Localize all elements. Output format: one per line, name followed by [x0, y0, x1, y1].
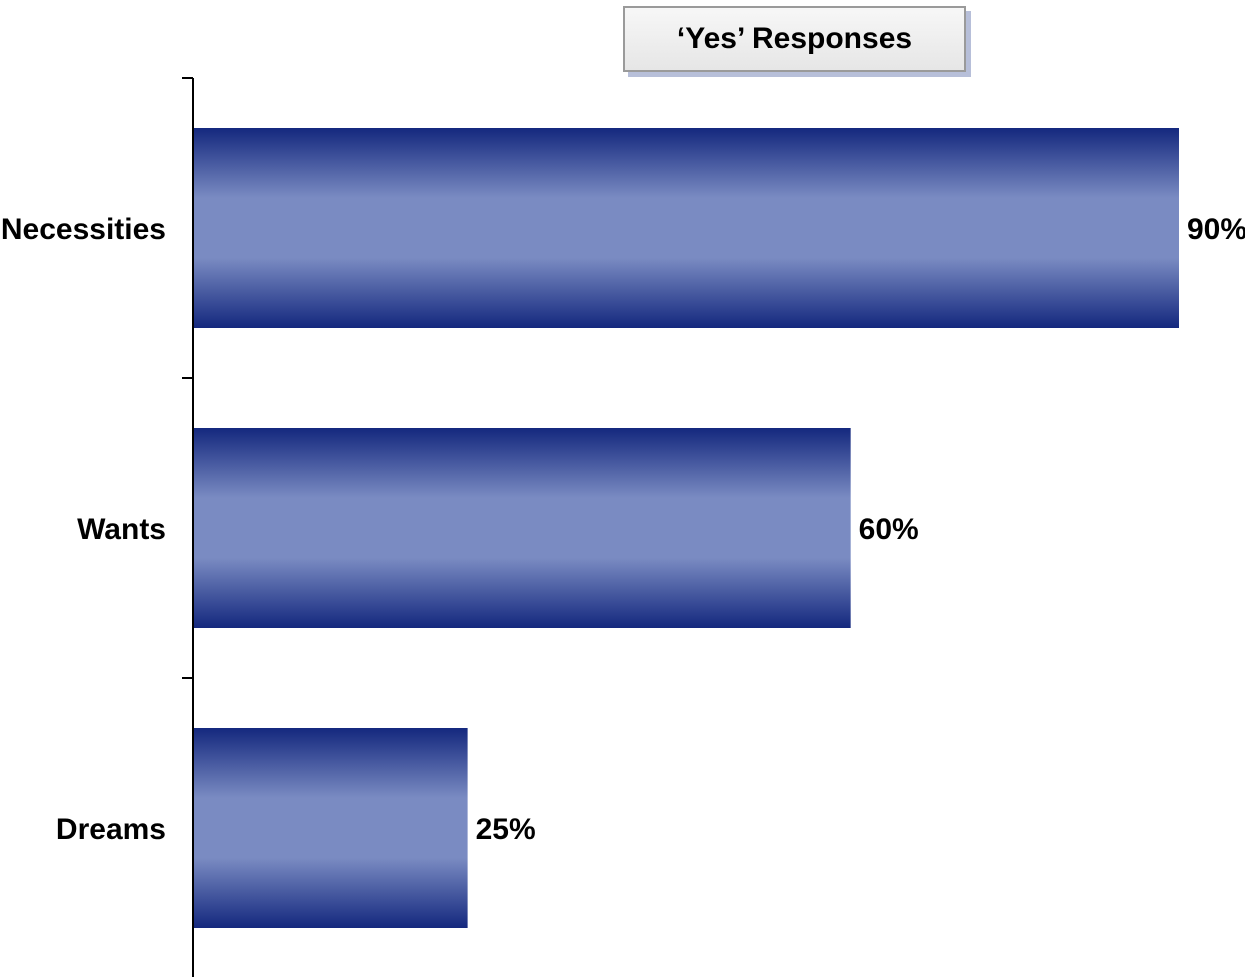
category-label: Necessities — [1, 213, 166, 246]
legend-label: ‘Yes’ Responses — [676, 22, 913, 55]
category-label: Wants — [77, 513, 166, 546]
category-label: Dreams — [56, 813, 166, 846]
bar-dreams — [194, 728, 468, 928]
data-label: 90% — [1187, 213, 1245, 246]
data-label: 60% — [859, 513, 919, 546]
legend: ‘Yes’ Responses — [623, 6, 966, 72]
data-label: 25% — [476, 813, 536, 846]
bar-necessities — [194, 128, 1179, 328]
bar-wants — [194, 428, 851, 628]
